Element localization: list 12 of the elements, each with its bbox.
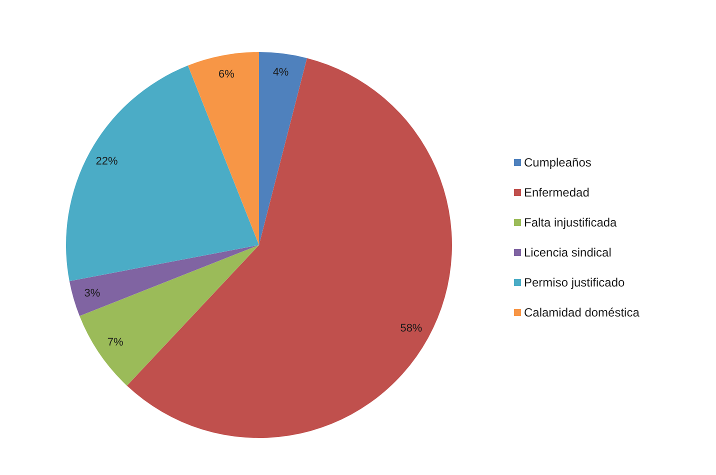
legend-label: Licencia sindical — [524, 246, 612, 260]
data-label: 4% — [272, 66, 289, 79]
data-label: 58% — [400, 322, 422, 335]
legend-label: Permiso justificado — [524, 276, 626, 290]
legend-label: Enfermedad — [524, 186, 590, 200]
data-label: 22% — [96, 155, 118, 168]
data-label: 3% — [84, 287, 100, 300]
data-label: 7% — [107, 336, 124, 349]
legend-label: Falta injustificada — [524, 216, 618, 230]
legend-label: Cumpleaños — [524, 156, 592, 170]
legend-label: Calamidad doméstica — [524, 306, 640, 320]
data-label: 6% — [218, 68, 235, 80]
